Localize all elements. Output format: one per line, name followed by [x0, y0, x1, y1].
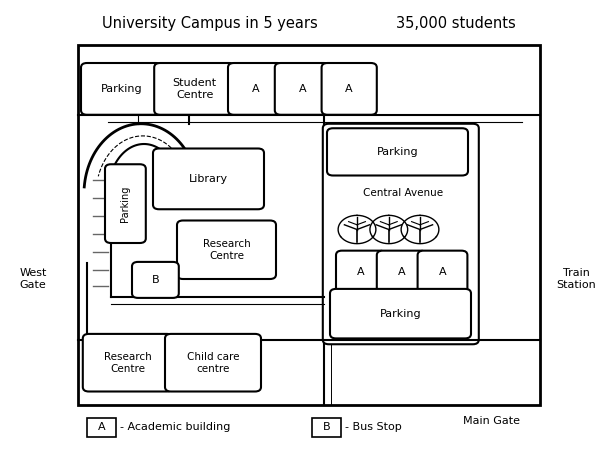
Text: - Academic building: - Academic building [120, 422, 230, 432]
FancyBboxPatch shape [330, 289, 471, 338]
Text: A: A [439, 267, 446, 277]
Text: A: A [346, 84, 353, 94]
Text: Library: Library [189, 174, 228, 184]
Text: B: B [152, 275, 159, 285]
Bar [312, 418, 341, 436]
FancyBboxPatch shape [78, 45, 540, 405]
Text: Student
Centre: Student Centre [173, 78, 217, 100]
Text: Research
Centre: Research Centre [203, 239, 250, 261]
Text: - Bus Stop: - Bus Stop [345, 422, 402, 432]
Text: Parking: Parking [380, 309, 421, 319]
Text: Research
Centre: Research Centre [104, 352, 152, 374]
Text: A: A [357, 267, 365, 277]
Text: Main Gate: Main Gate [463, 416, 521, 426]
Text: A: A [299, 84, 306, 94]
Text: Parking: Parking [121, 185, 130, 222]
FancyBboxPatch shape [327, 128, 468, 176]
FancyBboxPatch shape [322, 63, 377, 115]
Text: 35,000 students: 35,000 students [396, 16, 516, 31]
FancyBboxPatch shape [418, 251, 467, 293]
Text: A: A [398, 267, 406, 277]
Text: A: A [252, 84, 259, 94]
Text: Parking: Parking [101, 84, 142, 94]
FancyBboxPatch shape [153, 148, 264, 209]
FancyBboxPatch shape [336, 251, 386, 293]
Text: Child care
centre: Child care centre [187, 352, 239, 374]
FancyBboxPatch shape [154, 63, 235, 115]
Bar [87, 418, 116, 436]
Text: A: A [98, 422, 105, 432]
Text: B: B [323, 422, 330, 432]
FancyBboxPatch shape [377, 251, 427, 293]
FancyBboxPatch shape [105, 164, 146, 243]
FancyBboxPatch shape [275, 63, 330, 115]
Text: Central Avenue: Central Avenue [363, 189, 443, 198]
FancyBboxPatch shape [81, 63, 162, 115]
Text: Parking: Parking [377, 147, 418, 157]
FancyBboxPatch shape [323, 124, 479, 344]
FancyBboxPatch shape [165, 334, 261, 392]
FancyBboxPatch shape [132, 262, 179, 298]
Text: Train
Station: Train Station [556, 268, 596, 290]
FancyBboxPatch shape [83, 334, 173, 392]
Text: University Campus in 5 years: University Campus in 5 years [102, 16, 318, 31]
FancyBboxPatch shape [177, 220, 276, 279]
FancyBboxPatch shape [228, 63, 283, 115]
Text: West
Gate: West Gate [19, 268, 47, 290]
